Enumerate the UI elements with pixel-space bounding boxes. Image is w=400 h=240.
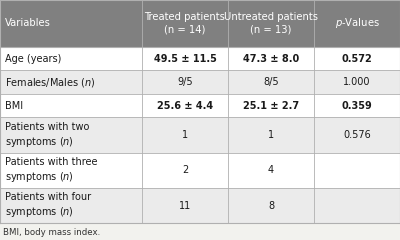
Text: 0.572: 0.572: [342, 54, 372, 64]
Bar: [0, 0, 400, 47]
Text: Variables: Variables: [5, 18, 51, 29]
Text: $\it{p}$-Values: $\it{p}$-Values: [334, 17, 380, 30]
Text: Females/Males ($\it{n}$): Females/Males ($\it{n}$): [5, 76, 95, 89]
Text: 11: 11: [179, 201, 191, 210]
Text: 4: 4: [268, 165, 274, 175]
Text: 8/5: 8/5: [263, 77, 279, 87]
Bar: [0, 94, 400, 117]
Text: 2: 2: [182, 165, 188, 175]
Text: 25.6 ± 4.4: 25.6 ± 4.4: [157, 101, 213, 111]
Bar: [0, 188, 400, 223]
Bar: [0, 153, 400, 188]
Text: 1: 1: [268, 130, 274, 140]
Text: 25.1 ± 2.7: 25.1 ± 2.7: [243, 101, 299, 111]
Text: 0.576: 0.576: [343, 130, 371, 140]
Text: 0.359: 0.359: [342, 101, 372, 111]
Text: 8: 8: [268, 201, 274, 210]
Text: BMI: BMI: [5, 101, 23, 111]
Bar: [0, 117, 400, 153]
Text: Treated patients
(n = 14): Treated patients (n = 14): [144, 12, 226, 35]
Text: Patients with two
symptoms ($\it{n}$): Patients with two symptoms ($\it{n}$): [5, 122, 89, 149]
Text: Untreated patients
(n = 13): Untreated patients (n = 13): [224, 12, 318, 35]
Text: Patients with four
symptoms ($\it{n}$): Patients with four symptoms ($\it{n}$): [5, 192, 91, 219]
Text: 49.5 ± 11.5: 49.5 ± 11.5: [154, 54, 216, 64]
Text: 1: 1: [182, 130, 188, 140]
Bar: [0, 71, 400, 94]
Text: Patients with three
symptoms ($\it{n}$): Patients with three symptoms ($\it{n}$): [5, 157, 97, 184]
Bar: [0, 47, 400, 71]
Text: 47.3 ± 8.0: 47.3 ± 8.0: [243, 54, 299, 64]
Text: 9/5: 9/5: [177, 77, 193, 87]
Text: BMI, body mass index.: BMI, body mass index.: [3, 228, 100, 237]
Text: 1.000: 1.000: [343, 77, 371, 87]
Text: Age (years): Age (years): [5, 54, 61, 64]
